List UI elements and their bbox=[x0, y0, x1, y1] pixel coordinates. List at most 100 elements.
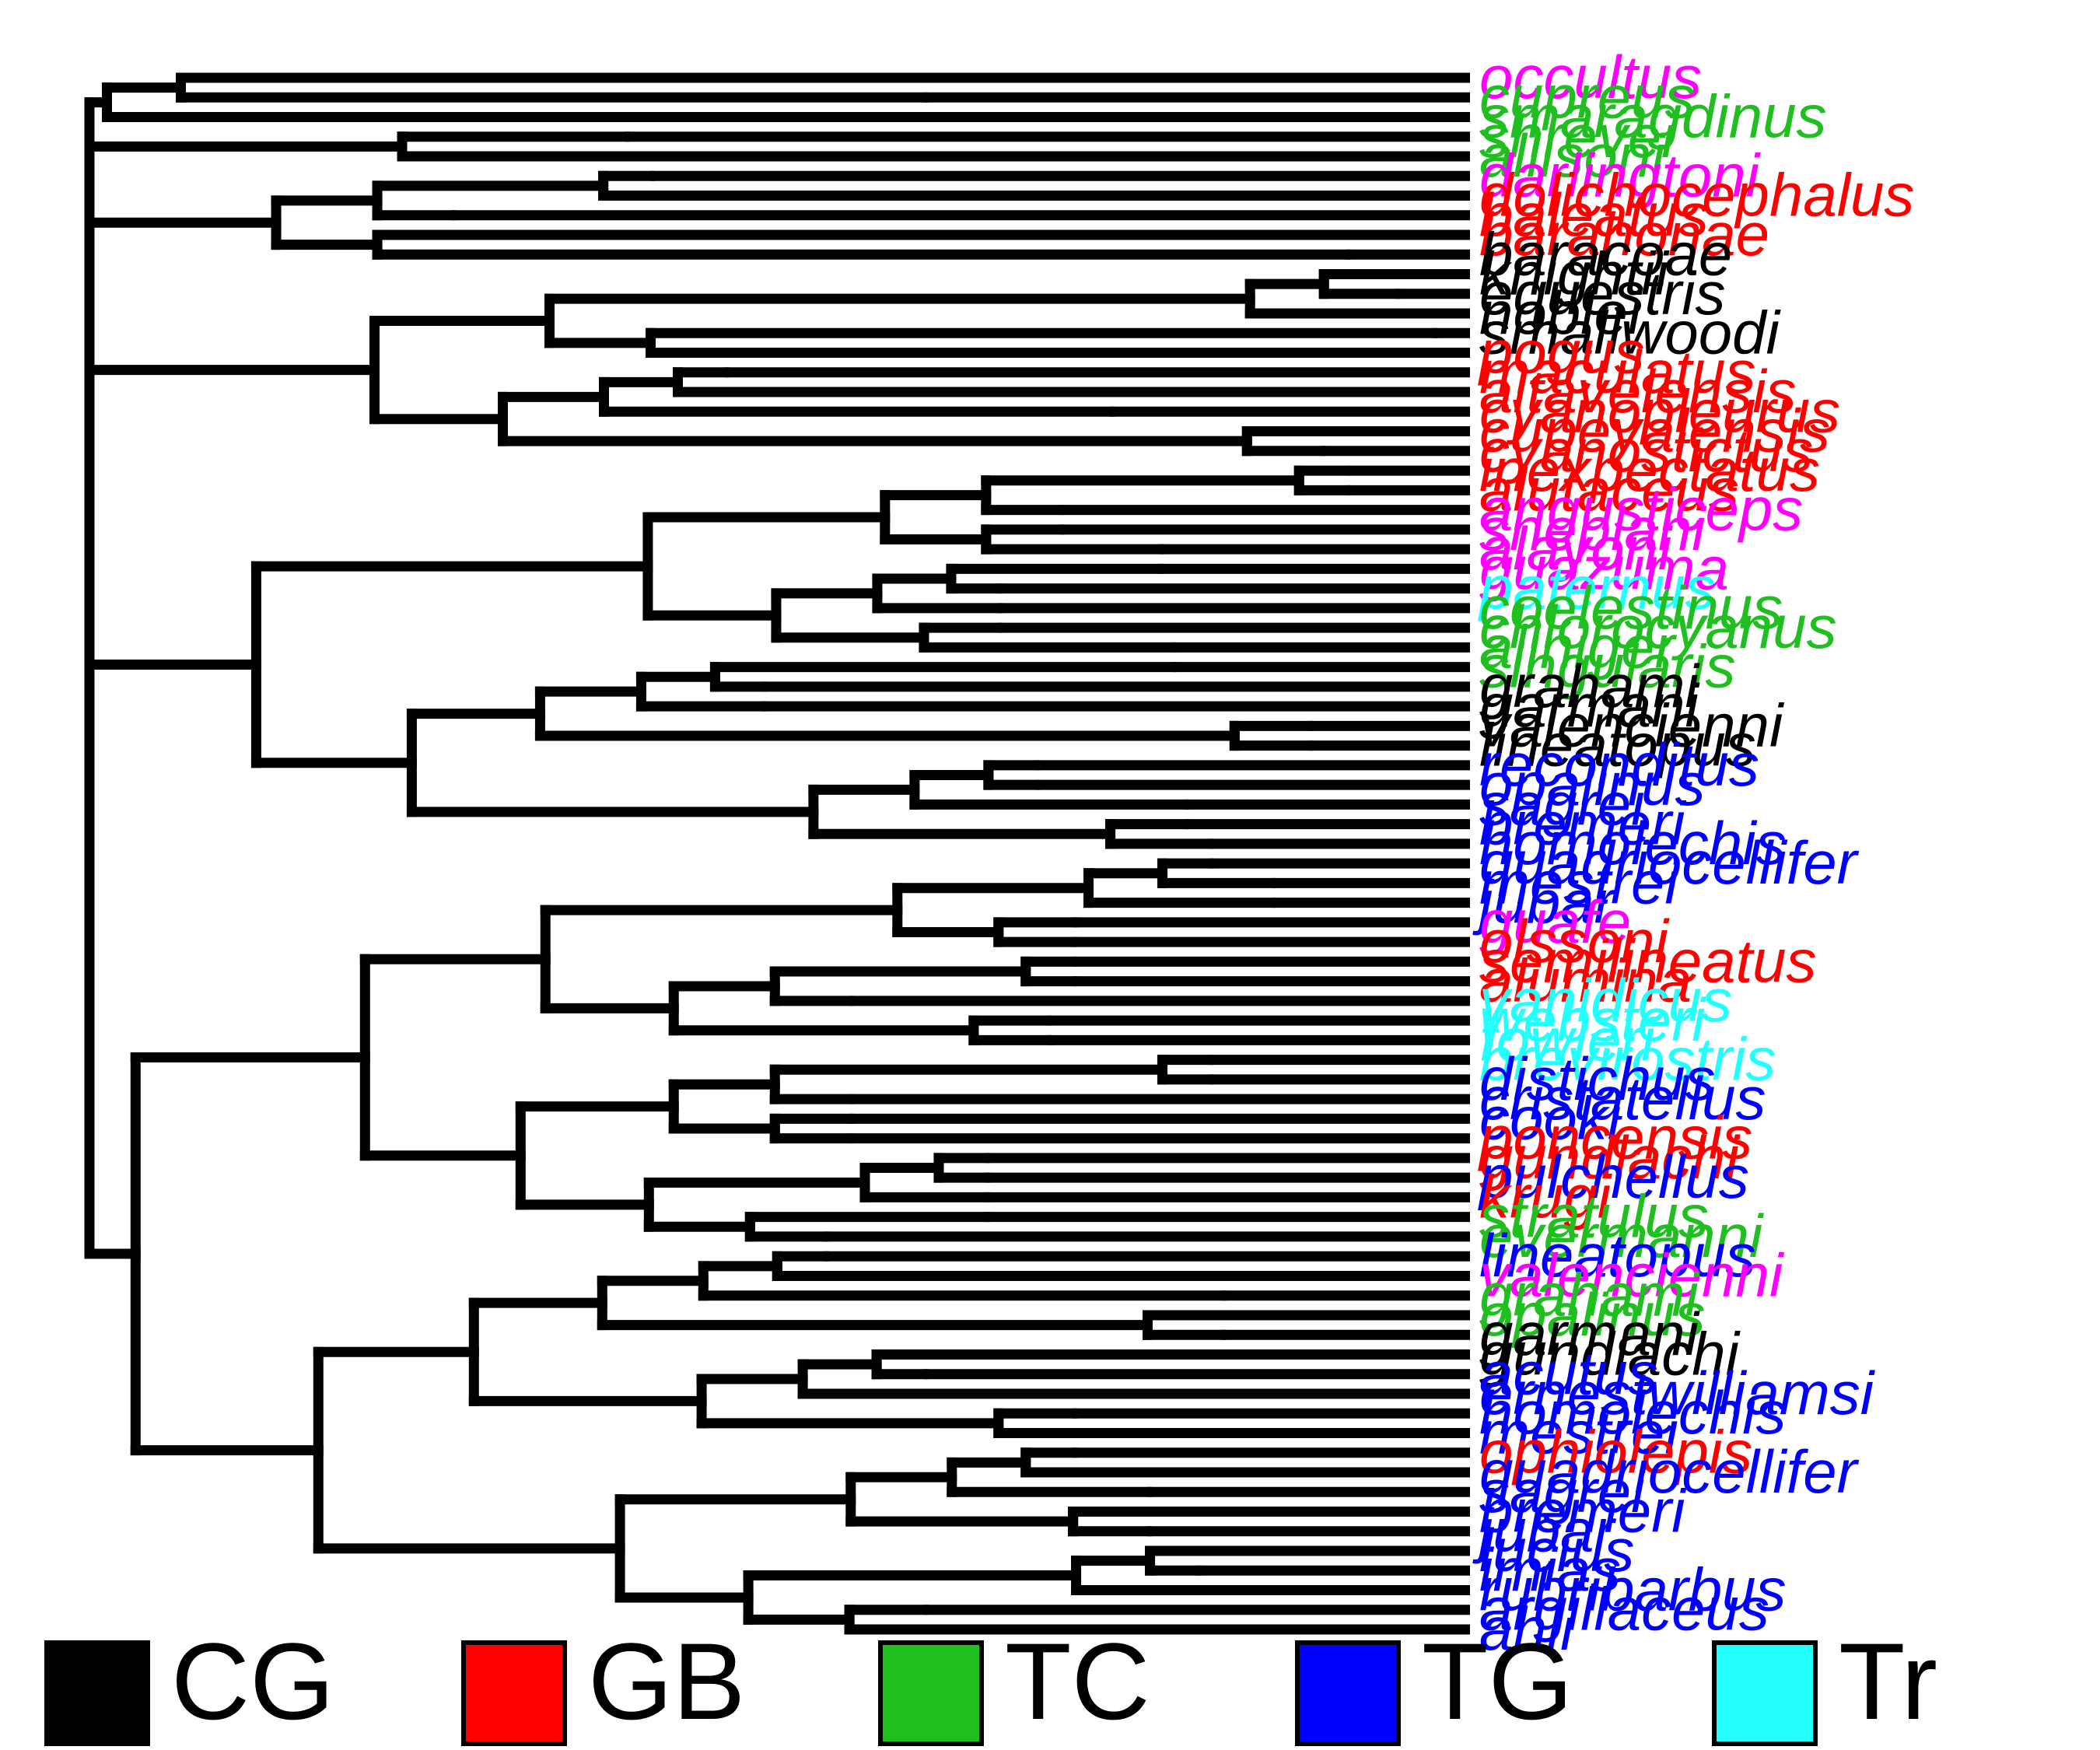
tip-label: argillaceus bbox=[1479, 1575, 1769, 1643]
tip-label: sagrei bbox=[1479, 769, 1647, 838]
tip-label: reconditus bbox=[1479, 730, 1759, 799]
tip-label: cyanopleurus bbox=[1479, 376, 1840, 445]
tip-label: guafe bbox=[1479, 887, 1631, 956]
tip-label: valencienni bbox=[1479, 1241, 1785, 1309]
tip-label: opalinus bbox=[1479, 1280, 1706, 1349]
tip-label: cupeyalensis bbox=[1479, 397, 1830, 465]
tip-label: barahonae bbox=[1479, 200, 1769, 268]
tip-label: guazuma bbox=[1479, 534, 1729, 602]
tip-label: jubar bbox=[1472, 868, 1616, 936]
tip-label: aliniger bbox=[1479, 612, 1678, 681]
tip-label: altavelensis bbox=[1479, 357, 1797, 425]
tip-label: noblei bbox=[1479, 278, 1643, 347]
tip-label: alayoni bbox=[1479, 514, 1674, 583]
tip-label: garmani bbox=[1479, 671, 1700, 740]
tip-label: acutus bbox=[1479, 1339, 1658, 1408]
tip-label: websteri bbox=[1479, 985, 1707, 1054]
legend-item-tc: TC bbox=[878, 1620, 1150, 1746]
tip-label: vanidicus bbox=[1479, 966, 1732, 1034]
tip-label: dolichocephalus bbox=[1479, 161, 1914, 229]
tip-label: mestrei bbox=[1479, 848, 1680, 916]
tip-label: lineatopus bbox=[1479, 1221, 1756, 1290]
tip-label: garmani bbox=[1479, 1300, 1700, 1368]
tip-label: cupreus bbox=[1479, 62, 1696, 131]
tip-label: grahami bbox=[1479, 652, 1700, 720]
tip-label: knightii bbox=[1479, 240, 1670, 308]
tip-label: homolechis bbox=[1479, 809, 1787, 877]
tip-label: mestrei bbox=[1479, 1398, 1680, 1466]
legend-item-tg: TG bbox=[1295, 1620, 1573, 1746]
tip-label: cristatellus bbox=[1479, 1064, 1766, 1132]
legend-item-cg: CG bbox=[44, 1620, 334, 1746]
tip-label: bremeri bbox=[1479, 1476, 1687, 1545]
legend-label-tg: TG bbox=[1422, 1620, 1573, 1742]
tip-label: equestris bbox=[1479, 259, 1726, 327]
legend-item-gb: GB bbox=[461, 1620, 745, 1746]
legend-swatch-cg bbox=[44, 1640, 150, 1746]
legend-swatch-gb bbox=[461, 1640, 567, 1746]
tip-label: opalinus bbox=[1479, 750, 1706, 818]
legend-item-tr: Tr bbox=[1712, 1620, 1937, 1746]
legend-label-tc: TC bbox=[1005, 1620, 1150, 1742]
tip-label: jubar bbox=[1472, 1496, 1616, 1565]
tree-branches bbox=[84, 72, 1438, 1635]
tip-label: coelestinus bbox=[1479, 573, 1783, 642]
tip-label: poncensis bbox=[1478, 1104, 1752, 1172]
tip-label: bremeri bbox=[1479, 789, 1687, 858]
legend: CG GB TC TG Tr bbox=[44, 1620, 1937, 1746]
tip-label: smaragdinus bbox=[1479, 82, 1827, 151]
tip-label: singularis bbox=[1479, 632, 1735, 701]
tip-label: darlingtoni bbox=[1479, 141, 1762, 209]
tip-label: chlorocyanus bbox=[1479, 593, 1837, 661]
legend-label-gb: GB bbox=[588, 1620, 745, 1742]
tip-label: pulchellus bbox=[1478, 1143, 1749, 1211]
tip-label: lineatopus bbox=[1479, 711, 1756, 779]
tip-label: imias bbox=[1479, 1535, 1621, 1604]
tip-label: paternus bbox=[1478, 554, 1716, 622]
legend-swatch-tr bbox=[1712, 1640, 1818, 1746]
tip-label: angusticeps bbox=[1479, 475, 1803, 544]
tip-label: ernestwilliamsi bbox=[1479, 1359, 1876, 1427]
tip-label: homolechis bbox=[1479, 1378, 1787, 1447]
tip-label: alumina bbox=[1479, 947, 1692, 1015]
tip-label: occultus bbox=[1479, 43, 1702, 111]
tip-label: cyanostictus bbox=[1479, 416, 1813, 485]
tip-label: quadriocellifer bbox=[1479, 1437, 1860, 1506]
tip-label: sagrei bbox=[1479, 1457, 1647, 1525]
legend-label-tr: Tr bbox=[1839, 1620, 1937, 1742]
tip-label: gundlachi bbox=[1479, 1319, 1741, 1388]
tip-label: alutaceus bbox=[1479, 455, 1739, 523]
tip-label: pogus bbox=[1478, 318, 1645, 387]
tip-label: valencienni bbox=[1479, 691, 1785, 759]
tip-labels: occultuscupreussmaragdinusshreveiallison… bbox=[1472, 43, 1914, 1663]
tip-label: brevirostris bbox=[1479, 1025, 1776, 1094]
tip-label: baracoae bbox=[1479, 219, 1732, 288]
tip-label: semilineatus bbox=[1479, 926, 1817, 995]
tip-label: olssoni bbox=[1479, 907, 1670, 975]
tip-label: krugi bbox=[1479, 1162, 1613, 1230]
tip-label: baleatus bbox=[1479, 180, 1709, 249]
tip-label: ahli bbox=[1479, 1594, 1576, 1663]
tip-label: allisoni bbox=[1479, 121, 1667, 190]
tip-label: gundlachi bbox=[1479, 1123, 1741, 1192]
tip-label: inexpectatus bbox=[1479, 436, 1820, 504]
tip-label: quadriocellifer bbox=[1479, 828, 1860, 897]
legend-swatch-tc bbox=[878, 1640, 984, 1746]
tip-label: maculatus bbox=[1479, 338, 1756, 406]
tip-label: shrevei bbox=[1479, 102, 1677, 170]
tip-label: stratulus bbox=[1479, 1182, 1709, 1251]
tip-label: cooki bbox=[1479, 1083, 1623, 1152]
tip-label: grahami bbox=[1479, 1261, 1700, 1329]
tip-label: fowleri bbox=[1479, 1005, 1657, 1073]
tip-label: lucius bbox=[1479, 1516, 1634, 1584]
legend-label-cg: CG bbox=[171, 1620, 334, 1742]
tip-label: ophiolepis bbox=[1479, 1418, 1752, 1486]
tip-branch-lines bbox=[227, 72, 1470, 1635]
tip-label: evermanni bbox=[1479, 1202, 1765, 1270]
legend-swatch-tg bbox=[1295, 1640, 1401, 1746]
tip-label: distichus bbox=[1479, 1045, 1715, 1113]
tip-label: rubribarbus bbox=[1479, 1555, 1787, 1623]
tip-label: smallwoodi bbox=[1479, 298, 1781, 366]
tip-label: sheplani bbox=[1479, 495, 1707, 563]
